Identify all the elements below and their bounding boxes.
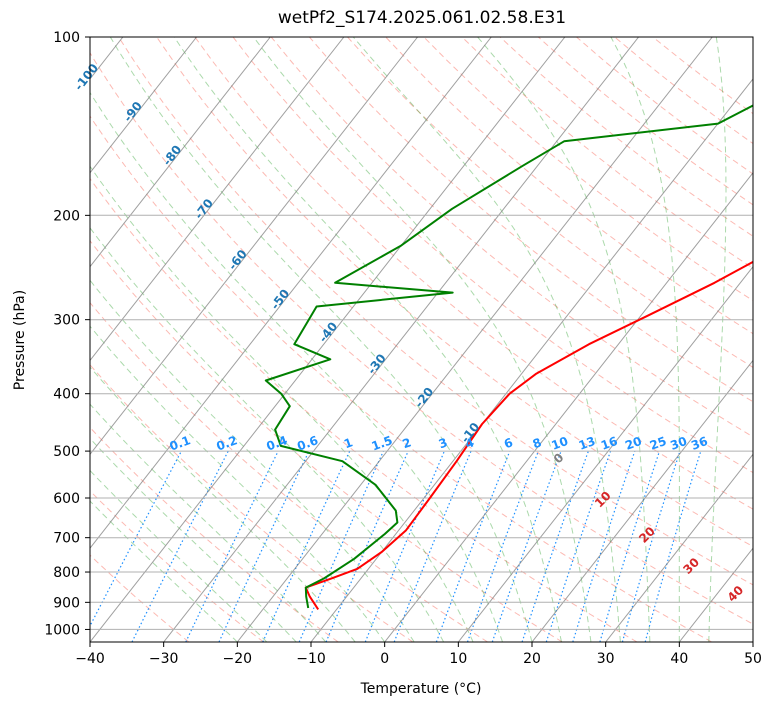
y-tick-label: 1000 [44, 622, 80, 638]
x-tick-label: 20 [523, 651, 541, 667]
y-tick-label: 500 [53, 444, 80, 460]
x-tick-label: 30 [597, 651, 615, 667]
y-tick-label: 100 [53, 30, 80, 46]
plot-background [90, 37, 753, 642]
y-tick-label: 700 [53, 531, 80, 547]
x-tick-label: −30 [149, 651, 179, 667]
x-tick-label: −20 [223, 651, 253, 667]
y-tick-label: 300 [53, 313, 80, 329]
x-tick-label: 0 [380, 651, 389, 667]
x-tick-label: 50 [744, 651, 762, 667]
y-tick-label: 600 [53, 491, 80, 507]
x-tick-label: −40 [75, 651, 105, 667]
x-tick-label: −10 [296, 651, 326, 667]
x-axis-label: Temperature (°C) [360, 681, 482, 697]
y-tick-label: 200 [53, 208, 80, 224]
isotherm-line [753, 37, 775, 642]
x-tick-label: 10 [449, 651, 467, 667]
x-tick-label: 40 [670, 651, 688, 667]
y-axis-label: Pressure (hPa) [12, 290, 28, 390]
y-tick-label: 900 [53, 595, 80, 611]
y-tick-label: 400 [53, 387, 80, 403]
y-tick-label: 800 [53, 565, 80, 581]
